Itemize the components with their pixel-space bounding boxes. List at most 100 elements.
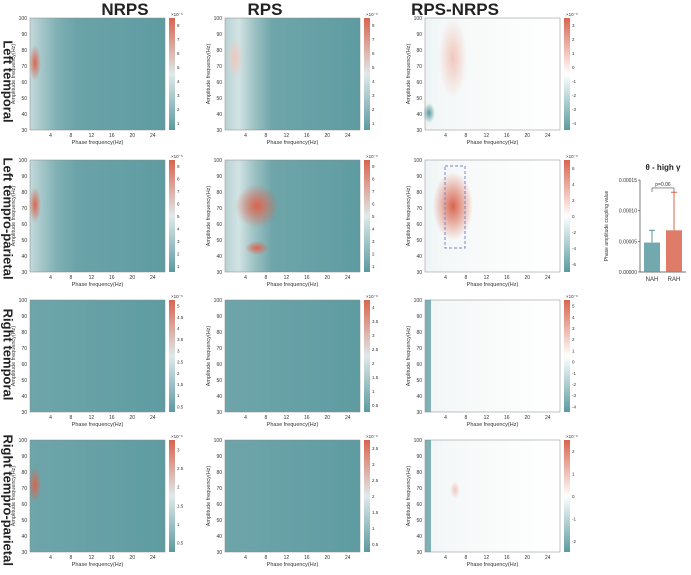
colorbar-tick-label: 3 xyxy=(372,462,375,467)
y-tick-label: 60 xyxy=(416,80,422,86)
y-tick-label: 80 xyxy=(216,470,222,476)
y-tick-label: 90 xyxy=(216,32,222,38)
heatmap-hotspot xyxy=(235,184,279,228)
colorbar-tick-label: 6 xyxy=(372,202,375,207)
colorbar-tick-label: 3 xyxy=(177,239,180,244)
y-tick-label: 100 xyxy=(214,298,223,304)
x-tick-label: 8 xyxy=(465,555,468,561)
y-tick-label: 30 xyxy=(21,550,27,556)
y-tick-label: 40 xyxy=(216,534,222,540)
y-tick-label: 70 xyxy=(21,64,27,70)
bar xyxy=(666,230,682,272)
y-tick-label: 30 xyxy=(216,550,222,556)
colorbar-tick-label: 5 xyxy=(177,304,180,309)
colorbar-tick-label: 8 xyxy=(177,177,180,182)
colorbar xyxy=(564,160,570,272)
x-tick-label: 4 xyxy=(444,275,447,281)
significance-box xyxy=(444,165,466,249)
y-axis-label: Amplitude frequency(Hz) xyxy=(406,326,412,387)
y-tick-label: 90 xyxy=(21,32,27,38)
y-tick-label: 60 xyxy=(416,502,422,508)
colorbar-tick-label: 2 xyxy=(572,198,575,203)
y-tick-label: 50 xyxy=(21,378,27,384)
colorbar-tick-label: 6 xyxy=(572,166,575,171)
colorbar xyxy=(364,440,370,552)
colorbar-tick-label: 5 xyxy=(372,214,375,219)
heatmap-panel-1-0 xyxy=(29,159,166,273)
y-axis-label: Amplitude frequency(Hz) xyxy=(206,44,212,105)
heatmap-hotspot xyxy=(245,241,269,255)
y-tick-label: 50 xyxy=(216,518,222,524)
colorbar-tick-label: -4 xyxy=(572,246,576,251)
y-axis-label: Amplitude frequency(Hz) xyxy=(11,466,17,527)
y-tick-label: 90 xyxy=(21,314,27,320)
x-tick-label: 4 xyxy=(49,415,52,421)
y-axis-label: Amplitude frequency(Hz) xyxy=(406,44,412,105)
x-tick-label: 24 xyxy=(345,275,351,281)
colorbar-exponent: ×10⁻⁶ xyxy=(366,434,378,439)
colorbar-tick-label: -4 xyxy=(572,121,576,126)
y-tick-label: 30 xyxy=(21,410,27,416)
colorbar xyxy=(564,18,570,130)
y-tick-label: 70 xyxy=(416,346,422,352)
x-tick-label: 4 xyxy=(49,133,52,139)
y-tick-label: 60 xyxy=(216,222,222,228)
y-axis-label: Amplitude frequency(Hz) xyxy=(406,186,412,247)
y-tick-label: 30 xyxy=(21,270,27,276)
x-axis-label: Phase frequency(Hz) xyxy=(72,422,124,428)
y-tick-label: 100 xyxy=(19,438,28,444)
colorbar-tick-label: 1 xyxy=(372,264,375,269)
colorbar-tick-label: 2 xyxy=(572,37,575,42)
y-tick-label: 50 xyxy=(416,238,422,244)
y-tick-label: 40 xyxy=(21,534,27,540)
y-tick-label: 70 xyxy=(21,486,27,492)
x-tick-label: 4 xyxy=(49,555,52,561)
heatmap-edge xyxy=(425,440,431,552)
y-tick-label: 90 xyxy=(416,314,422,320)
colorbar-tick-label: 4 xyxy=(372,305,375,310)
colorbar-exponent: ×10⁻⁵ xyxy=(171,12,183,17)
colorbar-tick-label: 6 xyxy=(177,51,180,56)
heatmap-panel-0-1 xyxy=(224,17,361,131)
x-tick-label: 12 xyxy=(284,555,290,561)
x-tick-label: 16 xyxy=(109,415,115,421)
colorbar-tick-label: 6 xyxy=(372,51,375,56)
y-tick-label: 70 xyxy=(416,64,422,70)
colorbar-tick-label: 3.5 xyxy=(372,446,379,451)
colorbar-tick-label: 2 xyxy=(372,251,375,256)
x-tick-label: 24 xyxy=(345,415,351,421)
colorbar-exponent: ×10⁻⁶ xyxy=(171,434,183,439)
heatmap-panel-3-1 xyxy=(224,439,361,553)
colorbar-tick-label: 2 xyxy=(177,371,180,376)
y-tick-label: 30 xyxy=(416,410,422,416)
x-tick-label: 4 xyxy=(244,275,247,281)
colorbar-tick-label: 2 xyxy=(177,251,180,256)
y-tick-label: 60 xyxy=(21,80,27,86)
heatmap-panel-0-0 xyxy=(29,17,166,131)
colorbar-tick-label: -2 xyxy=(572,230,576,235)
y-tick-label: 60 xyxy=(216,502,222,508)
y-tick-label: 40 xyxy=(21,394,27,400)
colorbar-tick-label: 7 xyxy=(372,37,375,42)
y-axis-label: Amplitude frequency(Hz) xyxy=(206,186,212,247)
y-tick-label: 60 xyxy=(216,362,222,368)
colorbar-tick-label: 2 xyxy=(372,494,375,499)
x-tick-label: 16 xyxy=(504,415,510,421)
colorbar-tick-label: 1.5 xyxy=(177,503,184,508)
x-tick-label: 4 xyxy=(244,555,247,561)
heatmap-panel-2-2 xyxy=(424,299,561,413)
colorbar-tick-label: 2.5 xyxy=(372,347,379,352)
x-axis-label: Phase frequency(Hz) xyxy=(267,562,319,568)
x-tick-label: 16 xyxy=(504,133,510,139)
colorbar-tick-label: 1.5 xyxy=(372,510,379,515)
bar xyxy=(644,242,660,272)
y-tick-label: 70 xyxy=(21,346,27,352)
colorbar-tick-label: 1 xyxy=(572,348,575,353)
x-tick-label: 24 xyxy=(345,133,351,139)
colorbar-tick-label: 0 xyxy=(572,65,575,70)
x-tick-label: 16 xyxy=(504,555,510,561)
colorbar-exponent: ×10⁻⁶ xyxy=(566,294,578,299)
x-tick-label: 4 xyxy=(244,415,247,421)
y-tick-label: 70 xyxy=(216,346,222,352)
x-tick-label: 24 xyxy=(345,555,351,561)
